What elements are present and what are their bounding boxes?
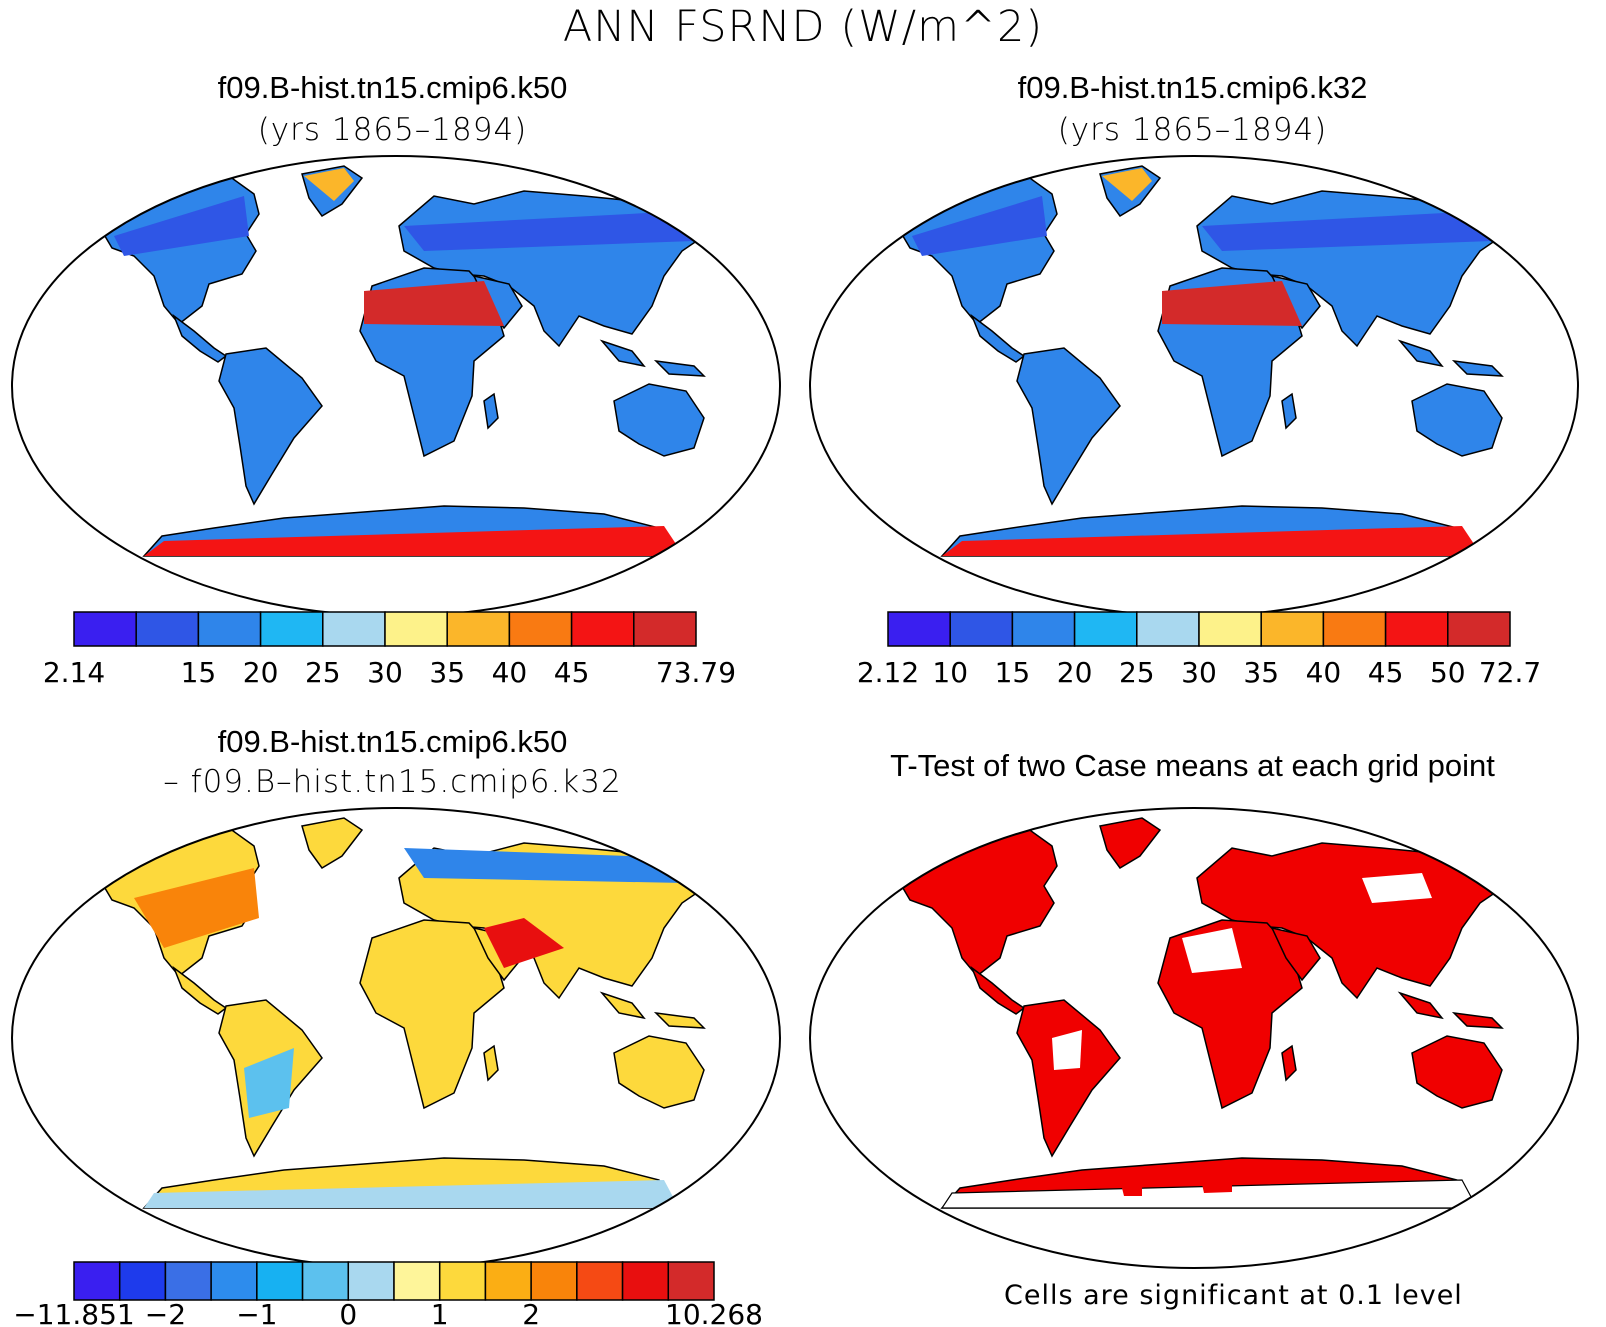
panel2-subtitle: (yrs 1865–1894) bbox=[1057, 112, 1328, 148]
colorbar-swatch bbox=[438, 1261, 487, 1301]
colorbar-tick-label: 25 bbox=[1119, 656, 1155, 689]
panel2-title: f09.B-hist.tn15.cmip6.k32 bbox=[1017, 70, 1368, 105]
colorbar-swatch bbox=[259, 611, 324, 647]
colorbar-swatch bbox=[73, 1261, 121, 1301]
colorbar-swatch bbox=[1011, 611, 1076, 647]
panel1-subtitle: (yrs 1865–1894) bbox=[257, 112, 528, 148]
colorbar-tick-label: 40 bbox=[492, 656, 528, 689]
colorbar-swatch bbox=[633, 611, 697, 647]
colorbar-swatch bbox=[1198, 611, 1262, 647]
colorbar-swatch bbox=[1073, 611, 1138, 647]
colorbar-tick-label: 40 bbox=[1306, 656, 1342, 689]
colorbar-swatch bbox=[508, 611, 573, 647]
colorbar-swatch bbox=[301, 1261, 350, 1301]
colorbar-swatch bbox=[887, 611, 951, 647]
colorbar-tick-label: 45 bbox=[554, 656, 590, 689]
colorbar-tick-label: 30 bbox=[367, 656, 403, 689]
colorbar-swatch bbox=[1384, 611, 1449, 647]
panel3-subtitle: – f09.B–hist.tn15.cmip6.k32 bbox=[163, 764, 622, 800]
panel3-title: f09.B-hist.tn15.cmip6.k50 bbox=[217, 724, 568, 759]
colorbar-swatch bbox=[393, 1261, 441, 1301]
colorbar-swatch bbox=[667, 1261, 715, 1301]
colorbar-tick-label: −11.851 bbox=[13, 1298, 134, 1327]
colorbar-tick-label: 10 bbox=[932, 656, 968, 689]
colorbar-swatch bbox=[322, 611, 386, 647]
colorbar-tick-label: 25 bbox=[305, 656, 341, 689]
colorbar-tick-label: 35 bbox=[1243, 656, 1279, 689]
colorbar-swatch bbox=[446, 611, 511, 647]
colorbar-swatch bbox=[1136, 611, 1200, 647]
colorbar-swatch bbox=[347, 1261, 395, 1301]
colorbar-swatch bbox=[1322, 611, 1387, 647]
colorbar-tick-label: 0 bbox=[339, 1298, 357, 1327]
colorbar-tick-label: 30 bbox=[1181, 656, 1217, 689]
colorbar-swatch bbox=[210, 1261, 258, 1301]
colorbar-swatch bbox=[576, 1261, 624, 1301]
colorbar-swatch bbox=[530, 1261, 578, 1301]
colorbar-swatch bbox=[949, 611, 1014, 647]
panel3-map bbox=[11, 807, 781, 1269]
colorbar-swatch bbox=[484, 1261, 532, 1301]
colorbar-swatch bbox=[118, 1261, 167, 1301]
colorbar-tick-label: 15 bbox=[181, 656, 217, 689]
panel1-map bbox=[11, 155, 781, 617]
colorbar-tick-label: 2 bbox=[522, 1298, 540, 1327]
panel3-colorbar: −11.851 −2 −1 0 1 2 10.268 bbox=[13, 1261, 763, 1327]
colorbar-tick-label: 2.14 bbox=[43, 656, 105, 689]
colorbar-swatch bbox=[1260, 611, 1325, 647]
colorbar-tick-label: −2 bbox=[145, 1298, 186, 1327]
colorbar-tick-label: 10.268 bbox=[665, 1298, 763, 1327]
colorbar-swatch bbox=[164, 1261, 212, 1301]
panel1-title: f09.B-hist.tn15.cmip6.k50 bbox=[217, 70, 568, 105]
colorbar-swatch bbox=[73, 611, 137, 647]
colorbar-tick-label: 50 bbox=[1430, 656, 1466, 689]
colorbar-swatch bbox=[570, 611, 635, 647]
colorbar-swatch bbox=[135, 611, 200, 647]
colorbar-tick-label: 45 bbox=[1368, 656, 1404, 689]
map-border bbox=[809, 807, 1579, 1269]
colorbar-swatch bbox=[1447, 611, 1511, 647]
significance-note: Cells are significant at 0.1 level bbox=[1004, 1280, 1463, 1311]
colorbar-swatch bbox=[256, 1261, 304, 1301]
colorbar-tick-label: 2.12 bbox=[857, 656, 919, 689]
colorbar-tick-label: 35 bbox=[429, 656, 465, 689]
panel4-title: T-Test of two Case means at each grid po… bbox=[890, 748, 1495, 783]
colorbar-tick-label: 20 bbox=[1057, 656, 1093, 689]
colorbar-swatch bbox=[197, 611, 262, 647]
colorbar-tick-label: 72.7 bbox=[1479, 656, 1541, 689]
colorbar-tick-label: 73.79 bbox=[656, 656, 736, 689]
panel1-colorbar: 2.14 15 20 25 30 35 40 45 73.79 bbox=[43, 611, 736, 689]
colorbar-tick-label: 1 bbox=[431, 1298, 449, 1327]
colorbar-swatch bbox=[384, 611, 448, 647]
panel2-colorbar: 2.12 10 15 20 25 30 35 40 45 50 72.7 bbox=[857, 611, 1541, 689]
panel2-map bbox=[809, 155, 1579, 617]
colorbar-swatch bbox=[621, 1261, 670, 1301]
main-title: ANN FSRND (W/m^2) bbox=[562, 2, 1044, 52]
colorbar-tick-label: 20 bbox=[243, 656, 279, 689]
colorbar-tick-label: −1 bbox=[236, 1298, 277, 1327]
panel4-map bbox=[809, 807, 1579, 1269]
colorbar-tick-label: 15 bbox=[995, 656, 1031, 689]
